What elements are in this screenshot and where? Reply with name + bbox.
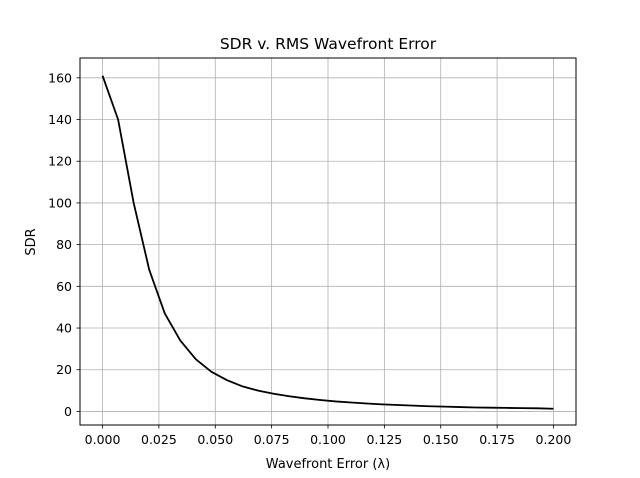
y-tick-label: 60 [56,279,72,294]
y-tick-label: 160 [48,70,72,85]
x-tick-label: 0.200 [536,432,572,447]
plot-area-frame [79,57,577,426]
y-tick-label: 20 [56,362,72,377]
x-tick-label: 0.175 [479,432,515,447]
x-tick-label: 0.025 [141,432,177,447]
sdr-series-line [101,75,554,410]
x-tick-label: 0.100 [310,432,346,447]
x-tick-label: 0.075 [254,432,290,447]
y-tick-label: 100 [48,195,72,210]
x-tick-label: 0.050 [197,432,233,447]
ticks: 0.000 0.025 0.050 0.075 0.100 0.125 0.150 0.175… [48,70,571,447]
y-tick-label: 140 [48,112,72,127]
y-tick-label: 80 [56,237,72,252]
x-tick-label: 0.150 [423,432,459,447]
series [101,75,554,410]
x-axis-label: Wavefront Error (λ) [266,457,390,472]
y-axis-label: SDR [24,228,39,255]
y-tick-label: 120 [48,154,72,169]
y-tick-label: 40 [56,321,72,336]
grid [80,58,576,425]
x-tick-label: 0.125 [366,432,402,447]
y-tick-label: 0 [64,404,72,419]
chart-title: SDR v. RMS Wavefront Error [220,35,437,53]
x-tick-label: 0.000 [85,432,121,447]
